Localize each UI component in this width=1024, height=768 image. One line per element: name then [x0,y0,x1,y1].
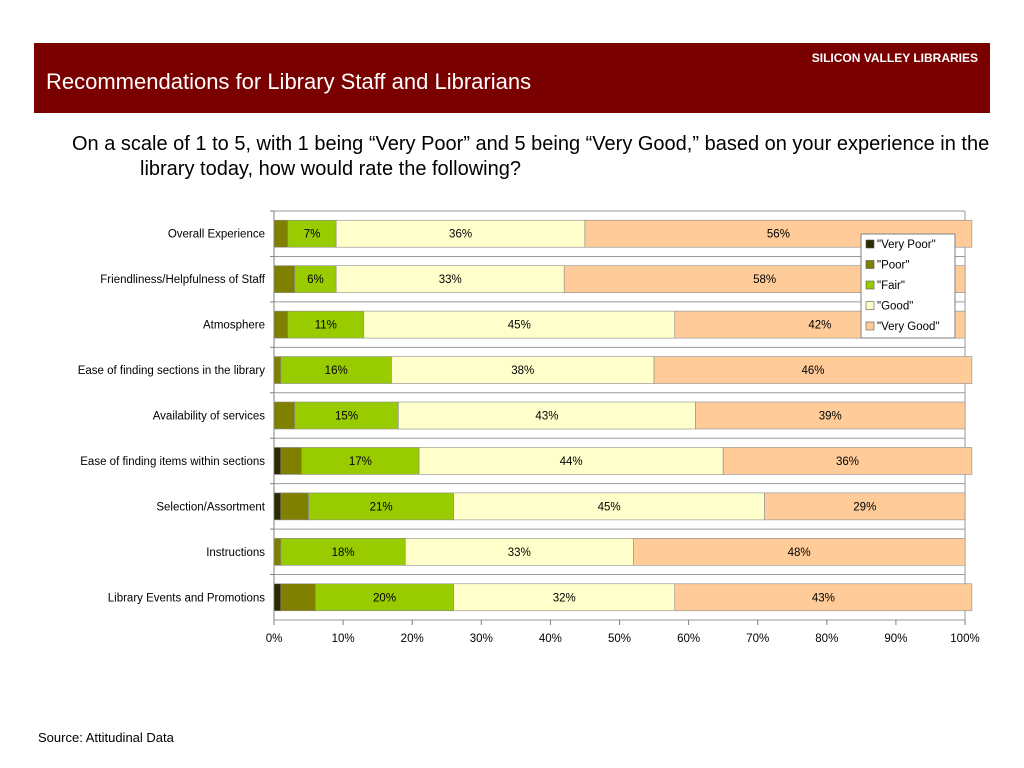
data-label: 16% [325,365,348,377]
category-label: Library Events and Promotions [108,592,265,604]
bar-segment [287,219,337,248]
category-label: Availability of services [153,411,266,423]
data-label: 58% [753,274,776,286]
survey-question: On a scale of 1 to 5, with 1 being “Very… [72,133,990,180]
legend-swatch [865,280,875,290]
category-label: Instructions [206,547,265,559]
data-label: 46% [801,365,824,377]
bar-segment [273,583,282,612]
legend-swatch [865,260,875,269]
x-tick-label: 80% [815,633,838,645]
legend-swatch [865,301,875,310]
bar-segment [363,310,676,339]
data-label: 38% [511,365,534,377]
data-label: 36% [449,229,472,241]
bar-segment [280,538,406,566]
data-label: 56% [767,229,790,241]
bar-segment [391,356,655,384]
bar-segment [398,401,696,430]
bar-segment [453,583,676,612]
data-label: 33% [508,547,531,559]
data-label: 43% [535,411,558,423]
data-label: 33% [439,274,462,286]
data-label: 20% [373,592,396,604]
legend-label: "Good" [877,301,913,313]
x-tick-label: 100% [950,633,979,645]
data-label: 45% [598,501,621,513]
category-label: Atmosphere [203,320,265,332]
data-label: 6% [307,274,324,286]
bar-segment [764,492,966,521]
bar-segment [280,492,309,521]
slide-title: Recommendations for Library Staff and Li… [46,69,532,94]
category-label: Selection/Assortment [156,501,265,513]
bar-segment [280,583,316,612]
x-tick-label: 20% [401,633,424,645]
data-label: 7% [304,229,321,241]
bar-segment [315,583,454,612]
x-tick-label: 40% [539,633,562,645]
legend-label: "Poor" [877,260,909,272]
bar-segment [273,447,282,475]
bar-segment [294,265,337,293]
data-label: 15% [335,411,358,423]
bar-segment [280,447,302,475]
bar-segment [273,356,282,384]
data-label: 43% [812,592,835,604]
category-label: Friendliness/Helpfulness of Staff [100,274,266,286]
data-label: 45% [508,320,531,332]
bar-segment [722,447,973,475]
legend-label: "Fair" [877,280,905,292]
bar-segment [633,538,966,566]
data-label: 36% [836,456,859,468]
x-tick-label: 30% [470,633,493,645]
x-tick-label: 10% [332,633,355,645]
data-label: 48% [788,547,811,559]
x-tick-label: 90% [884,633,907,645]
data-label: 32% [553,592,576,604]
legend-label: "Very Poor" [877,239,936,251]
source-note: Source: Attitudinal Data [38,730,174,745]
data-label: 44% [560,456,583,468]
data-label: 11% [315,320,337,332]
bar-segment [674,583,973,612]
bar-segment [273,538,282,566]
bar-segment [273,492,282,521]
bar-segment [273,265,296,293]
bar-segment [695,401,966,430]
bar-segment [287,310,365,339]
data-label: 42% [808,320,831,332]
bar-segment [653,356,973,384]
x-tick-label: 50% [608,633,631,645]
data-label: 18% [332,547,355,559]
bar-segment [273,310,289,339]
header-banner: SILICON VALLEY LIBRARIES Recommendations… [34,43,990,113]
bar-segment [404,538,634,566]
bar-segment [453,492,765,521]
legend-swatch [865,321,875,331]
bar-segment [335,219,586,248]
x-tick-label: 0% [266,633,283,645]
brand-label: SILICON VALLEY LIBRARIES [811,51,978,65]
data-label: 29% [853,501,876,513]
category-label: Overall Experience [168,229,265,241]
category-label: Ease of finding sections in the library [78,365,266,377]
legend-box [860,233,956,339]
data-label: 39% [819,411,842,423]
data-label: 21% [370,501,393,513]
data-label: 17% [349,456,372,468]
bar-segment [301,447,420,475]
category-label: Ease of finding items within sections [80,456,265,468]
x-tick-label: 60% [677,633,700,645]
legend-swatch [865,239,875,249]
bar-segment [418,447,724,475]
bar-segment [273,219,289,248]
legend-label: "Very Good" [877,321,940,333]
bar-segment [308,492,454,521]
x-tick-label: 70% [746,633,769,645]
bar-segment [280,356,392,384]
bar-segment [273,401,296,430]
